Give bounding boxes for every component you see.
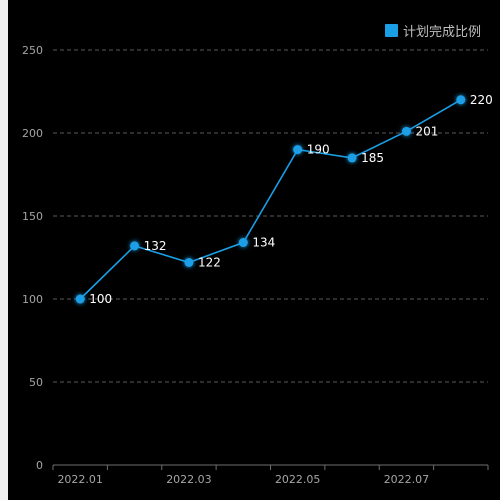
data-point[interactable]	[347, 153, 357, 163]
y-tick-label: 250	[22, 44, 43, 57]
data-point[interactable]	[184, 257, 194, 267]
left-edge-strip	[0, 0, 8, 500]
data-point[interactable]	[456, 95, 466, 105]
legend-label: 计划完成比例	[403, 25, 481, 40]
y-tick-label: 50	[29, 376, 43, 389]
y-tick-label: 150	[22, 210, 43, 223]
data-point[interactable]	[401, 126, 411, 136]
data-point[interactable]	[293, 145, 303, 155]
x-axis: 2022.01 2022.03 2022.05 2022.07	[52, 464, 489, 486]
y-gridlines	[53, 49, 488, 383]
data-point[interactable]	[75, 294, 85, 304]
y-tick-label: 100	[22, 293, 43, 306]
data-label: 220	[470, 93, 493, 107]
series-line-path	[79, 99, 462, 300]
data-label: 100	[89, 292, 112, 306]
data-label: 201	[415, 124, 438, 138]
legend-swatch	[385, 24, 398, 37]
data-point[interactable]	[238, 238, 248, 248]
chart-container: 0 50 100 150 200 250 2022.01 2022.03 2022.05 202…	[8, 0, 500, 500]
data-label: 132	[144, 239, 167, 253]
y-axis-ticks: 0 50 100 150 200 250	[22, 44, 43, 472]
y-tick-label: 0	[36, 459, 43, 472]
x-tick-label: 2022.07	[384, 473, 430, 486]
x-tick-label: 2022.01	[57, 473, 103, 486]
x-tick-label: 2022.05	[275, 473, 321, 486]
series-line: 100 132 122 134 190 185 201 220	[75, 93, 493, 306]
data-label: 190	[307, 143, 330, 157]
data-point[interactable]	[130, 241, 140, 251]
legend[interactable]: 计划完成比例	[385, 24, 481, 40]
data-label: 134	[252, 236, 275, 250]
y-tick-label: 200	[22, 127, 43, 140]
data-label: 122	[198, 255, 221, 269]
data-label: 185	[361, 151, 384, 165]
x-tick-label: 2022.03	[166, 473, 212, 486]
